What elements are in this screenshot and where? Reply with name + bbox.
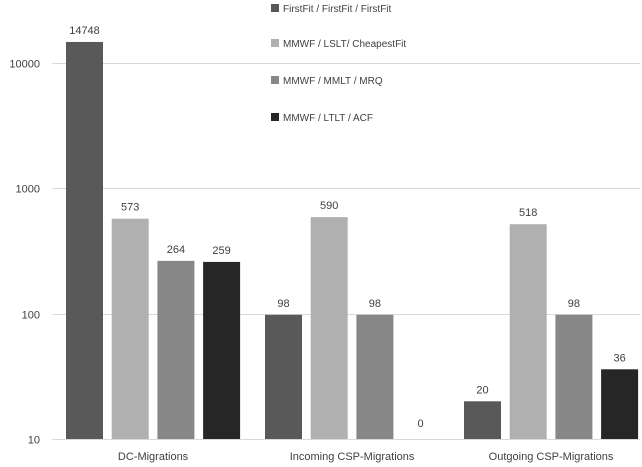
data-label: 573 bbox=[121, 202, 139, 214]
data-label: 0 bbox=[418, 418, 424, 430]
category-label: Incoming CSP-Migrations bbox=[290, 451, 415, 463]
bar-0-3 bbox=[203, 261, 241, 439]
bar-1-2 bbox=[356, 314, 394, 439]
legend-label: MMWF / LSLT/ CheapestFit bbox=[283, 39, 406, 50]
data-label: 98 bbox=[277, 298, 289, 310]
legend-swatch bbox=[271, 113, 279, 121]
data-label: 98 bbox=[369, 298, 381, 310]
data-label: 20 bbox=[476, 384, 488, 396]
data-label: 259 bbox=[212, 245, 230, 257]
bars bbox=[66, 41, 639, 440]
legend-swatch bbox=[271, 4, 279, 12]
y-tick-label: 10 bbox=[28, 435, 40, 447]
category-label: DC-Migrations bbox=[118, 451, 189, 463]
data-label: 264 bbox=[167, 244, 185, 256]
y-tick-label: 100 bbox=[22, 310, 40, 322]
bar-0-1 bbox=[111, 218, 149, 439]
category-label: Outgoing CSP-Migrations bbox=[489, 451, 614, 463]
data-label: 36 bbox=[613, 352, 625, 364]
bar-1-1 bbox=[310, 217, 348, 439]
bar-2-0 bbox=[464, 401, 501, 439]
bar-1-0 bbox=[265, 314, 302, 439]
legend-label: FirstFit / FirstFit / FirstFit bbox=[283, 4, 392, 15]
data-label: 590 bbox=[320, 200, 338, 212]
y-axis-ticks: 10 100 1000 10000 bbox=[9, 59, 40, 447]
bar-0-2 bbox=[157, 260, 195, 439]
legend-swatch bbox=[271, 39, 279, 47]
data-label: 518 bbox=[519, 207, 537, 219]
x-axis-categories: DC-Migrations Incoming CSP-Migrations Outg… bbox=[118, 451, 614, 463]
data-labels: 14748 573 264 259 98 590 98 0 20 518 98 36 bbox=[69, 25, 626, 430]
y-tick-label: 10000 bbox=[9, 59, 40, 71]
legend: FirstFit / FirstFit / FirstFit MMWF / LSL… bbox=[271, 4, 406, 124]
data-label: 14748 bbox=[69, 25, 100, 37]
bar-2-3 bbox=[601, 369, 639, 439]
legend-label: MMWF / MMLT / MRQ bbox=[283, 76, 383, 87]
bar-0-0 bbox=[66, 41, 103, 440]
bar-2-1 bbox=[509, 224, 547, 439]
y-tick-label: 1000 bbox=[16, 184, 40, 196]
data-label: 98 bbox=[568, 298, 580, 310]
legend-swatch bbox=[271, 76, 279, 84]
legend-label: MMWF / LTLT / ACF bbox=[283, 113, 373, 124]
bar-2-2 bbox=[555, 314, 593, 439]
